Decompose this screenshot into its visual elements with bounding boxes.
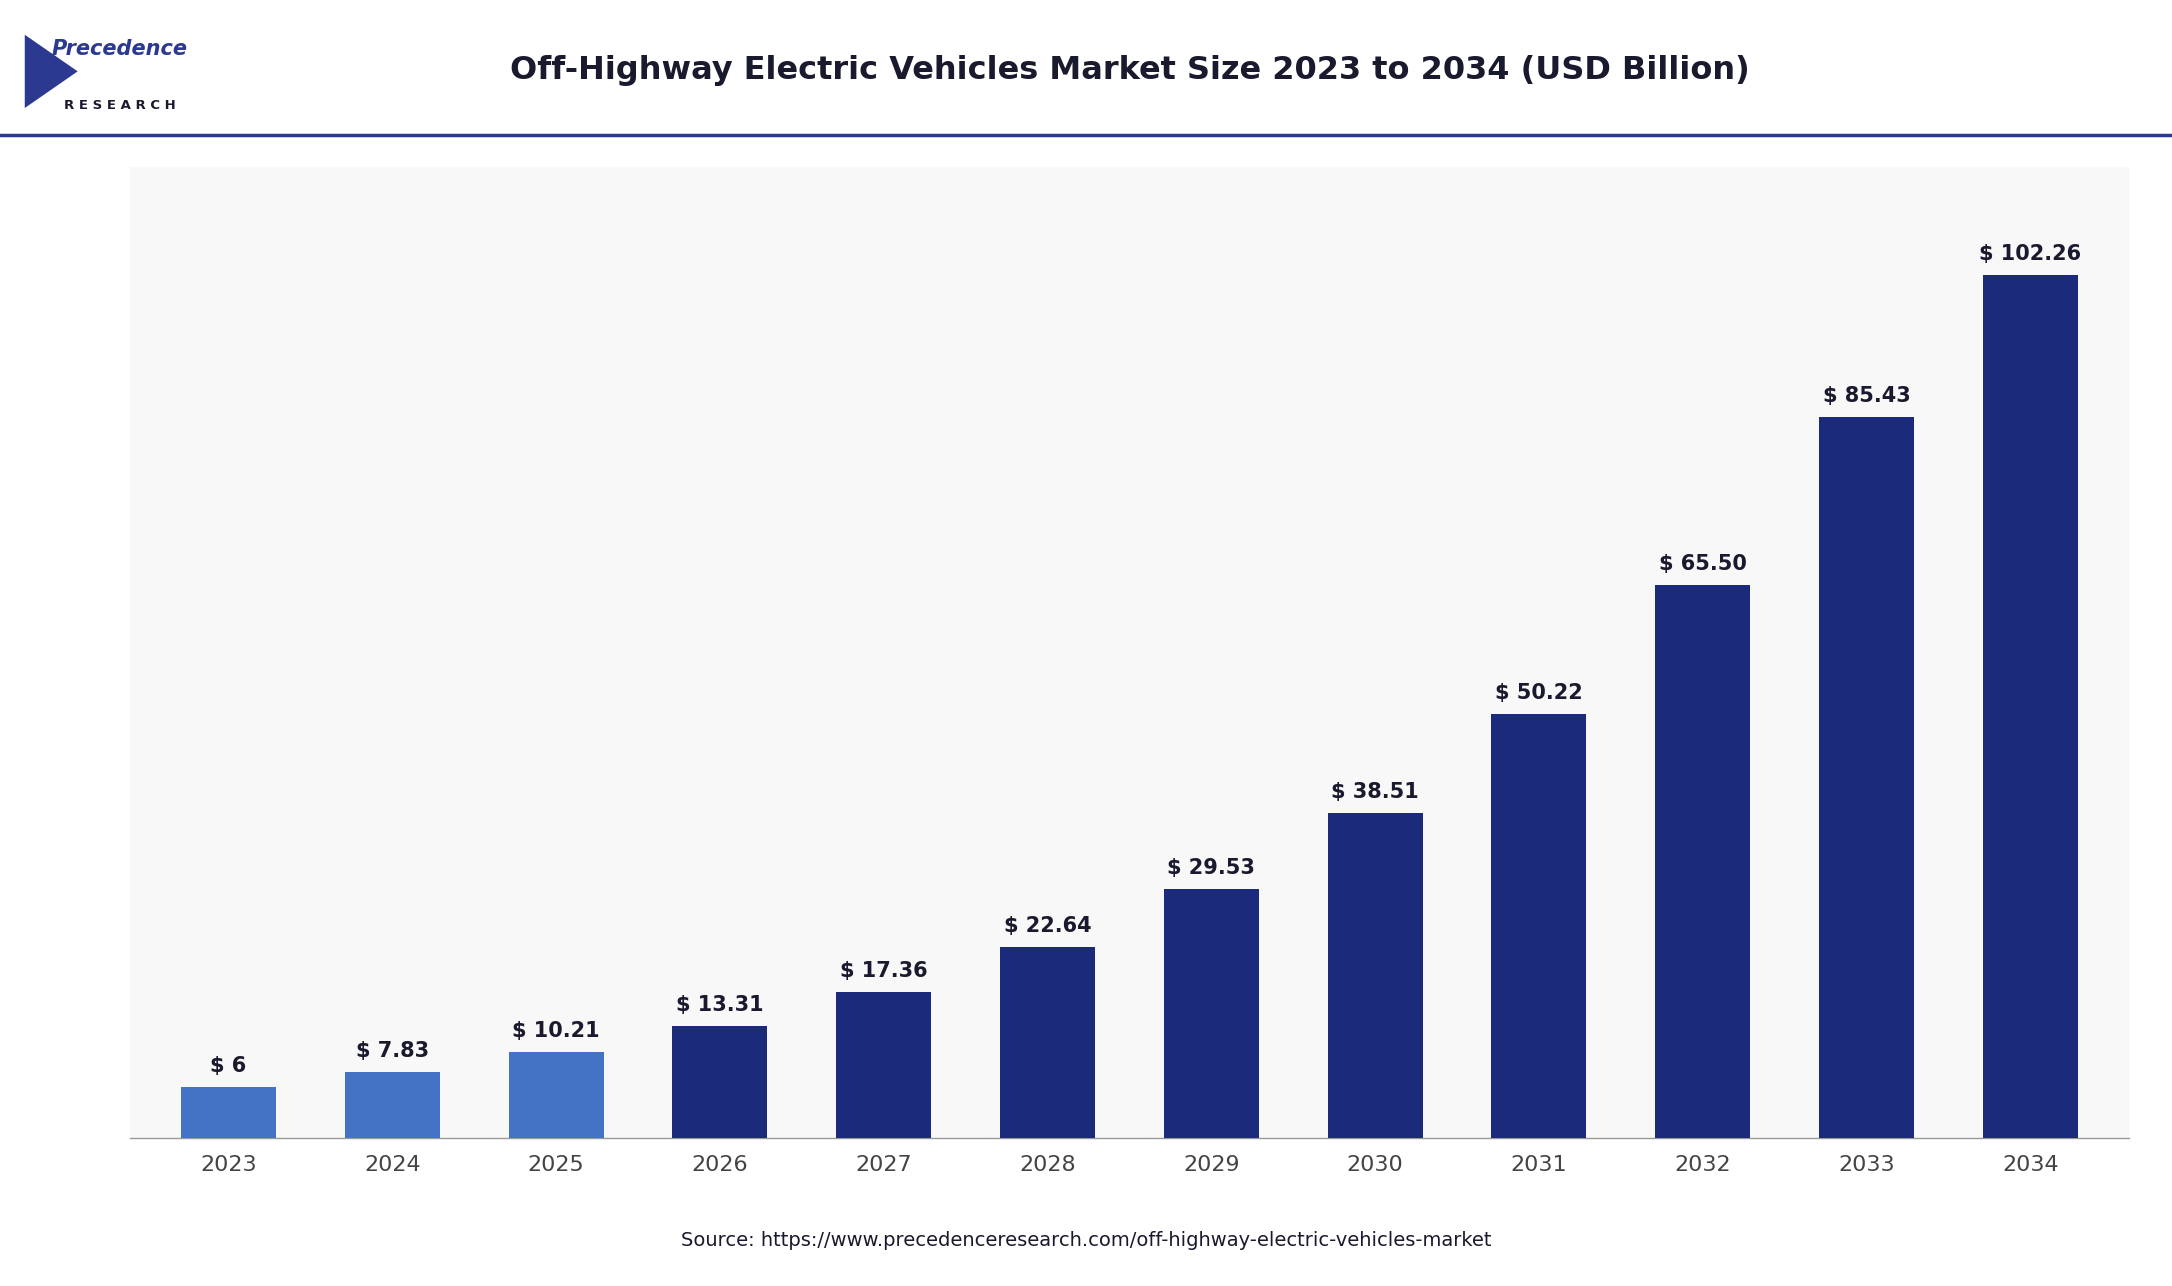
Bar xyxy=(1983,275,2079,1138)
Bar xyxy=(1164,889,1260,1138)
Bar xyxy=(1492,714,1586,1138)
Text: $ 6: $ 6 xyxy=(211,1057,248,1076)
Text: $ 38.51: $ 38.51 xyxy=(1331,782,1418,802)
Text: $ 102.26: $ 102.26 xyxy=(1979,244,2081,264)
Bar xyxy=(836,992,932,1138)
Text: Precedence: Precedence xyxy=(52,39,187,59)
Text: Off-Highway Electric Vehicles Market Size 2023 to 2034 (USD Billion): Off-Highway Electric Vehicles Market Siz… xyxy=(510,55,1748,86)
Text: Source: https://www.precedenceresearch.com/off-highway-electric-vehicles-market: Source: https://www.precedenceresearch.c… xyxy=(680,1232,1492,1250)
Text: R E S E A R C H: R E S E A R C H xyxy=(63,99,176,112)
Text: $ 7.83: $ 7.83 xyxy=(356,1042,428,1061)
Bar xyxy=(673,1026,767,1138)
Text: $ 13.31: $ 13.31 xyxy=(675,995,765,1015)
Text: $ 65.50: $ 65.50 xyxy=(1659,554,1746,574)
Text: $ 85.43: $ 85.43 xyxy=(1822,386,1911,406)
Polygon shape xyxy=(24,35,78,108)
Bar xyxy=(1327,813,1423,1138)
Bar xyxy=(508,1052,604,1138)
Bar xyxy=(345,1073,441,1138)
Bar xyxy=(180,1088,276,1138)
Text: $ 17.36: $ 17.36 xyxy=(841,961,927,980)
Bar xyxy=(1818,417,1914,1138)
Bar xyxy=(999,946,1095,1138)
Text: $ 29.53: $ 29.53 xyxy=(1166,858,1255,878)
Bar xyxy=(1655,585,1751,1138)
Text: $ 50.22: $ 50.22 xyxy=(1494,683,1583,703)
Text: $ 22.64: $ 22.64 xyxy=(1003,916,1090,936)
Text: $ 10.21: $ 10.21 xyxy=(513,1021,599,1040)
